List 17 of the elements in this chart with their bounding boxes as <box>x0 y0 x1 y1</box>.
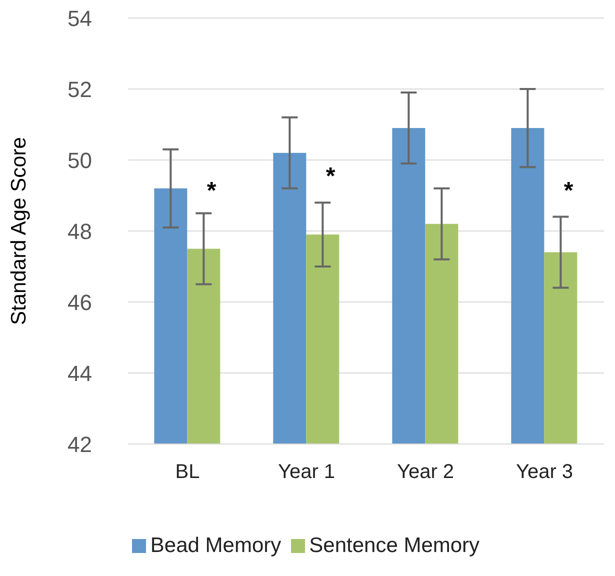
y-tick-label: 52 <box>68 76 92 102</box>
annotation: * <box>326 163 336 190</box>
x-tick-label: Year 1 <box>278 461 336 484</box>
y-tick-label: 42 <box>68 432 92 457</box>
x-tick-label: BL <box>175 461 200 484</box>
y-axis-title: Standard Age Score <box>7 137 30 325</box>
x-tick-label: Year 2 <box>396 461 454 484</box>
legend-label: Bead Memory <box>150 534 282 557</box>
annotation: * <box>564 177 574 204</box>
annotation: * <box>206 177 217 204</box>
y-tick-label: 46 <box>68 290 92 315</box>
x-tick-label: Year 3 <box>516 461 574 484</box>
y-tick-label: 54 <box>68 6 92 31</box>
y-tick-label: 44 <box>68 360 92 386</box>
y-tick-label: 48 <box>68 218 92 244</box>
legend-label: Sentence Memory <box>309 534 480 557</box>
y-tick-label: 50 <box>68 148 92 173</box>
